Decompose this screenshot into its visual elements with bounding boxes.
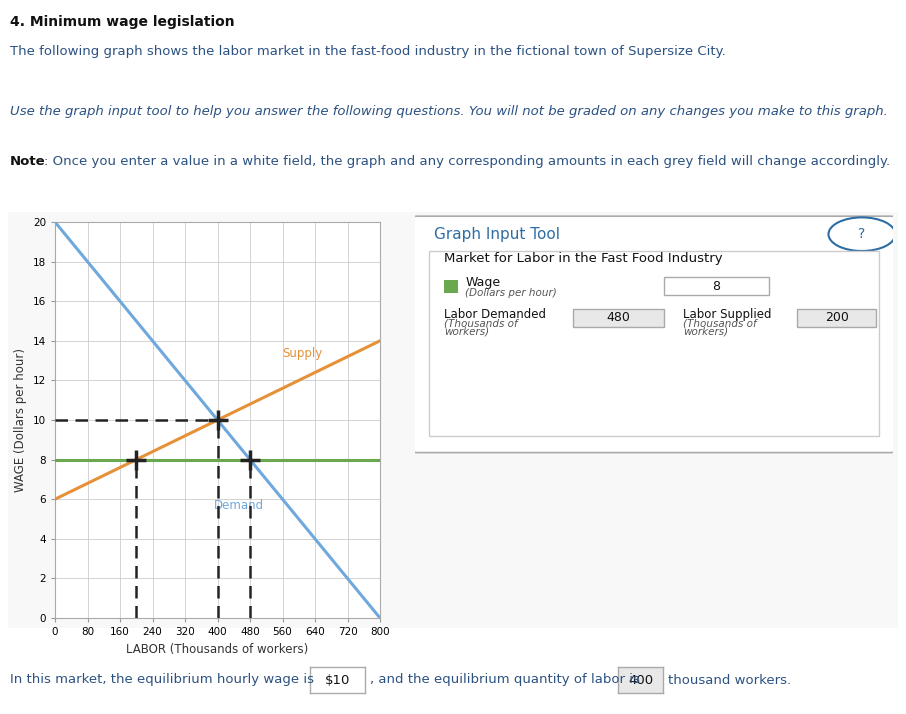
- Text: The following graph shows the labor market in the fast-food industry in the fict: The following graph shows the labor mark…: [10, 45, 726, 58]
- FancyBboxPatch shape: [444, 280, 458, 293]
- Text: Labor Demanded: Labor Demanded: [444, 308, 545, 321]
- Text: $10: $10: [325, 673, 351, 686]
- Text: Graph Input Tool: Graph Input Tool: [434, 227, 560, 242]
- Y-axis label: WAGE (Dollars per hour): WAGE (Dollars per hour): [14, 348, 27, 492]
- Text: Wage: Wage: [465, 276, 500, 288]
- Text: Use the graph input tool to help you answer the following questions. You will no: Use the graph input tool to help you ans…: [10, 105, 888, 118]
- Circle shape: [828, 217, 895, 251]
- Text: (Thousands of: (Thousands of: [444, 318, 517, 328]
- Text: 200: 200: [825, 311, 849, 324]
- Text: : Once you enter a value in a white field, the graph and any corresponding amoun: : Once you enter a value in a white fiel…: [44, 155, 891, 168]
- FancyBboxPatch shape: [573, 308, 663, 326]
- Text: 400: 400: [628, 673, 653, 686]
- Text: 8: 8: [712, 280, 720, 293]
- Text: In this market, the equilibrium hourly wage is: In this market, the equilibrium hourly w…: [10, 673, 314, 686]
- FancyBboxPatch shape: [429, 251, 879, 436]
- Text: ?: ?: [858, 227, 865, 241]
- FancyBboxPatch shape: [797, 308, 876, 326]
- Text: thousand workers.: thousand workers.: [668, 673, 791, 686]
- Text: , and the equilibrium quantity of labor is: , and the equilibrium quantity of labor …: [370, 673, 640, 686]
- FancyBboxPatch shape: [412, 216, 895, 453]
- Text: workers): workers): [683, 326, 728, 336]
- Text: Labor Supplied: Labor Supplied: [683, 308, 771, 321]
- X-axis label: LABOR (Thousands of workers): LABOR (Thousands of workers): [126, 643, 309, 655]
- Text: (Dollars per hour): (Dollars per hour): [465, 288, 557, 298]
- Text: workers): workers): [444, 326, 489, 336]
- Text: Note: Note: [10, 155, 45, 168]
- Text: 480: 480: [606, 311, 630, 324]
- Text: Demand: Demand: [214, 499, 264, 512]
- Text: Market for Labor in the Fast Food Industry: Market for Labor in the Fast Food Indust…: [444, 252, 722, 265]
- Text: (Thousands of: (Thousands of: [683, 318, 757, 328]
- Text: Supply: Supply: [283, 346, 323, 360]
- FancyBboxPatch shape: [663, 278, 768, 296]
- FancyBboxPatch shape: [1, 209, 904, 630]
- Text: 4. Minimum wage legislation: 4. Minimum wage legislation: [10, 15, 235, 29]
